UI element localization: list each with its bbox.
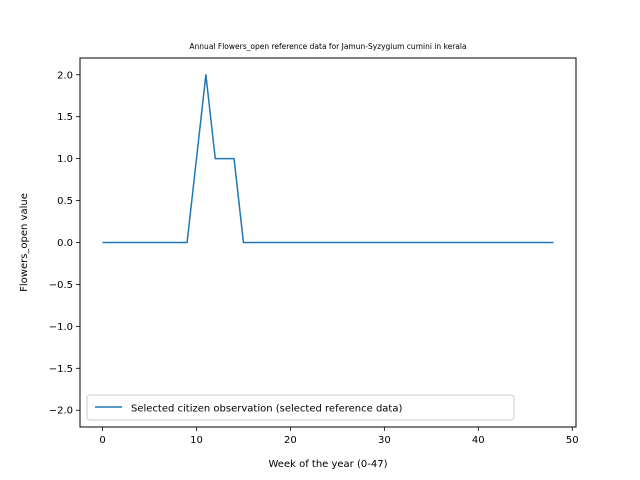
y-tick-label: 2.0: [57, 70, 73, 81]
x-tick-label: 30: [378, 435, 391, 446]
y-tick-label: −0.5: [49, 280, 73, 291]
x-tick-label: 0: [99, 435, 105, 446]
series-line-0: [102, 74, 554, 244]
y-tick-label: −1.5: [49, 364, 73, 375]
y-tick-label: −2.0: [49, 406, 73, 417]
legend: Selected citizen observation (selected r…: [86, 394, 515, 421]
y-axis-label: Flowers_open value: [19, 193, 30, 292]
y-tick-label: 0.0: [57, 238, 73, 249]
y-axis: −2.0 −1.5 −1.0 −0.5 0.0 0.5 1.0 1.5 2.0: [49, 70, 80, 417]
x-axis: 0 10 20 30 40 50: [99, 427, 579, 446]
x-tick-label: 40: [472, 435, 485, 446]
series-layer: [102, 74, 554, 244]
x-tick-label: 50: [566, 435, 579, 446]
x-tick-label: 20: [284, 435, 297, 446]
chart-title: Annual Flowers_open reference data for J…: [189, 42, 466, 51]
x-axis-label: Week of the year (0-47): [269, 459, 388, 470]
x-tick-label: 10: [190, 435, 203, 446]
y-tick-label: 0.5: [57, 196, 73, 207]
y-tick-label: −1.0: [49, 322, 73, 333]
legend-label: Selected citizen observation (selected r…: [131, 404, 402, 415]
y-tick-label: 1.0: [57, 154, 73, 165]
legend-box: [86, 394, 515, 421]
y-tick-label: 1.5: [57, 112, 73, 123]
